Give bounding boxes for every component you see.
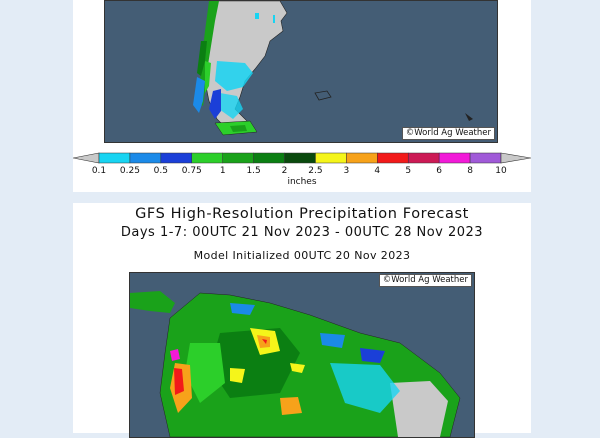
forecast-date-range: Days 1-7: 00UTC 21 Nov 2023 - 00UTC 28 N… — [120, 225, 484, 240]
colorbar-tick-label: 3 — [343, 166, 350, 176]
colorbar-swatch — [129, 152, 162, 164]
top-forecast-panel: ©World Ag Weather 0.1 0.25 0.5 0.75 1 1.5 2 2.5… — [73, 0, 531, 192]
colorbar-swatches — [73, 152, 531, 164]
colorbar-swatch — [315, 152, 347, 164]
colorbar-swatch — [377, 152, 409, 164]
forecast-title: GFS High-Resolution Precipitation Foreca… — [135, 206, 469, 222]
model-init-label: Model Initialized 00UTC 20 Nov 2023 — [193, 249, 411, 262]
precip-colorbar: 0.1 0.25 0.5 0.75 1 1.5 2 2.5 3 4 5 6 8 10 inches — [73, 152, 531, 192]
colorbar-tick-label: 8 — [467, 166, 473, 176]
colorbar-min-arrow — [73, 152, 100, 164]
colorbar-swatch — [160, 152, 193, 164]
patagonia-precip-map — [105, 1, 497, 142]
colorbar-tick-label: 4 — [374, 166, 381, 176]
southern-south-america-map: ©World Ag Weather — [104, 0, 498, 143]
colorbar-swatch — [191, 152, 223, 164]
colorbar-unit-label: inches — [287, 177, 317, 187]
colorbar-tick-label: 0.5 — [153, 166, 169, 176]
colorbar-swatch — [346, 152, 378, 164]
colorbar-swatch — [253, 152, 285, 164]
colorbar-swatch — [469, 152, 502, 164]
colorbar-tick-label: 0.25 — [119, 166, 140, 176]
colorbar-tick-label: 0.1 — [91, 166, 107, 176]
colorbar-swatch — [222, 152, 254, 164]
colorbar-tick-label: 2.5 — [308, 166, 323, 176]
colorbar-tick-label: 6 — [436, 166, 443, 176]
northern-south-america-map: ©World Ag Weather — [129, 272, 475, 438]
colorbar-tick-label: 0.75 — [181, 166, 202, 176]
map-credit-label: ©World Ag Weather — [378, 274, 472, 287]
amazon-precip-map — [130, 273, 474, 437]
colorbar-swatch — [98, 152, 131, 164]
colorbar-tick-label: 1 — [219, 166, 226, 176]
colorbar-swatch — [407, 152, 440, 164]
bottom-forecast-panel: GFS High-Resolution Precipitation Foreca… — [73, 203, 531, 438]
map-credit-label: ©World Ag Weather — [401, 127, 495, 140]
colorbar-tick-label: 1.5 — [246, 166, 261, 176]
colorbar-tick-label: 2 — [281, 166, 288, 176]
colorbar-tick-label: 10 — [495, 166, 507, 176]
colorbar-max-arrow — [500, 152, 531, 164]
colorbar-swatch — [438, 152, 471, 164]
colorbar-tick-label: 5 — [405, 166, 412, 176]
colorbar-swatch — [284, 152, 316, 164]
